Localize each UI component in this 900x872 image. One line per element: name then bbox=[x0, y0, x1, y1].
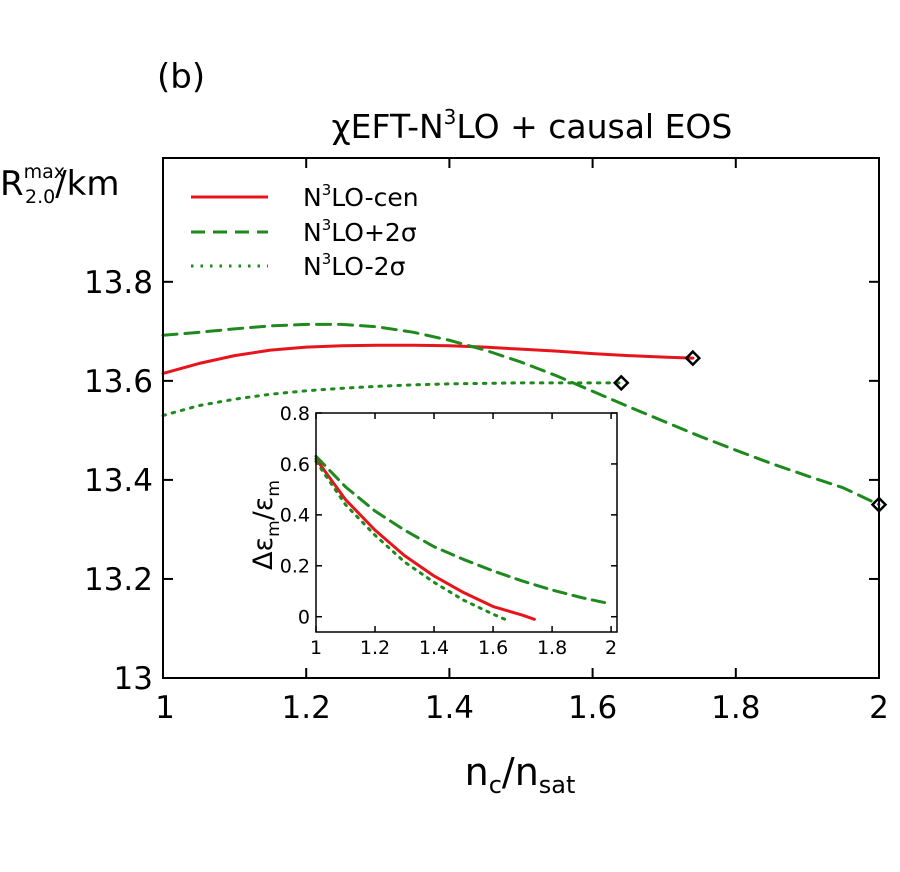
main-y-tick-label: 13.4 bbox=[84, 463, 153, 499]
main-x-tick-label: 1.8 bbox=[711, 690, 760, 726]
main-y-tick-label: 13.8 bbox=[84, 265, 153, 301]
inset-series-cen bbox=[314, 457, 536, 621]
inset-y-axis-label-sub2: m bbox=[264, 480, 284, 497]
inset-axis-ticks: 1 1.2 1.4 1.6 1.8 2 0 0.2 0.4 0.6 0.8 bbox=[280, 403, 617, 659]
inset-y-axis-label: Δεm/εm bbox=[248, 480, 284, 570]
legend-label-minus-post: LO-2σ bbox=[331, 252, 405, 281]
inset-y-tick-label: 0.4 bbox=[280, 505, 310, 527]
legend-label-plus-pre: N bbox=[303, 218, 322, 247]
inset-plot-frame bbox=[315, 412, 618, 633]
legend-label-cen-pre: N bbox=[303, 183, 322, 212]
main-x-axis-label-sub2: sat bbox=[539, 771, 576, 799]
legend-label-plus-post: LO+2σ bbox=[331, 218, 417, 247]
main-series-cen bbox=[161, 343, 695, 375]
chart-title-sup: 3 bbox=[444, 105, 457, 129]
main-y-axis-label-post: /km bbox=[55, 164, 119, 204]
inset-series-group bbox=[314, 454, 613, 621]
inset-x-tick-label: 1.8 bbox=[537, 637, 567, 659]
panel-label: (b) bbox=[157, 57, 205, 97]
inset-y-axis-label-mid: /ε bbox=[248, 497, 279, 521]
main-x-axis-label-base: n bbox=[465, 750, 489, 794]
main-y-axis-label-base: R bbox=[0, 164, 24, 204]
inset-series-minus bbox=[314, 459, 507, 621]
main-y-axis-label-sub: 2.0 bbox=[25, 186, 55, 208]
main-x-tick-label: 1.4 bbox=[425, 690, 474, 726]
legend-label-plus: N3LO+2σ bbox=[303, 216, 417, 247]
main-x-axis-label-mid: /n bbox=[502, 750, 539, 794]
main-x-tick-label: 1 bbox=[155, 690, 175, 726]
chart-title: χEFT-N3LO + causal EOS bbox=[332, 105, 733, 146]
inset-plot: 1 1.2 1.4 1.6 1.8 200.20.40.60.8 Δεm/εm bbox=[248, 403, 618, 659]
inset-y-tick-label: 0.2 bbox=[280, 556, 310, 578]
main-y-axis-label-sup: max bbox=[24, 161, 65, 183]
inset-series-plus bbox=[314, 454, 613, 606]
chart-title-pre: χEFT-N bbox=[332, 107, 444, 146]
legend: N3LO-cen N3LO+2σ N3LO-2σ bbox=[191, 181, 419, 281]
inset-y-axis-label-pre: Δε bbox=[248, 537, 279, 570]
inset-y-axis-label-sub1: m bbox=[264, 520, 284, 537]
inset-x-tick-label: 2 bbox=[605, 637, 617, 659]
main-series-minus bbox=[161, 381, 623, 418]
legend-label-cen-post: LO-cen bbox=[331, 183, 418, 212]
main-x-tick-label: 2 bbox=[869, 690, 889, 726]
main-plot-frame bbox=[162, 157, 880, 679]
main-y-tick-label: 13 bbox=[114, 661, 153, 697]
inset-x-tick-label: 1.4 bbox=[419, 637, 449, 659]
legend-label-cen-sup: 3 bbox=[322, 181, 332, 199]
legend-label-plus-sup: 3 bbox=[322, 216, 332, 234]
inset-y-tick-label: 0.8 bbox=[280, 403, 310, 425]
main-series-plus bbox=[161, 322, 881, 507]
main-series-group bbox=[161, 322, 881, 507]
main-x-tick-label: 1.2 bbox=[282, 690, 331, 726]
endpoint-marker-cen bbox=[684, 349, 702, 367]
inset-y-tick-label: 0.6 bbox=[280, 454, 310, 476]
endpoint-marker-minus bbox=[612, 374, 630, 392]
main-y-tick-label: 13.2 bbox=[84, 562, 153, 598]
legend-label-minus-sup: 3 bbox=[322, 250, 332, 268]
main-y-tick-label: 13.6 bbox=[84, 364, 153, 400]
legend-label-minus-pre: N bbox=[303, 252, 322, 281]
main-x-tick-label: 1.6 bbox=[568, 690, 617, 726]
legend-label-minus: N3LO-2σ bbox=[303, 250, 406, 281]
inset-x-tick-label: 1 bbox=[310, 637, 322, 659]
inset-x-tick-label: 1.6 bbox=[478, 637, 508, 659]
main-x-axis-label-sub1: c bbox=[489, 771, 502, 799]
legend-label-cen: N3LO-cen bbox=[303, 181, 419, 212]
inset-x-tick-label: 1.2 bbox=[360, 637, 390, 659]
chart-title-post: LO + causal EOS bbox=[456, 107, 732, 146]
main-y-axis-label: Rmax 2.0/km bbox=[0, 161, 119, 208]
inset-y-tick-label: 0 bbox=[298, 607, 310, 629]
main-x-axis-label: nc/nsat bbox=[465, 750, 576, 799]
